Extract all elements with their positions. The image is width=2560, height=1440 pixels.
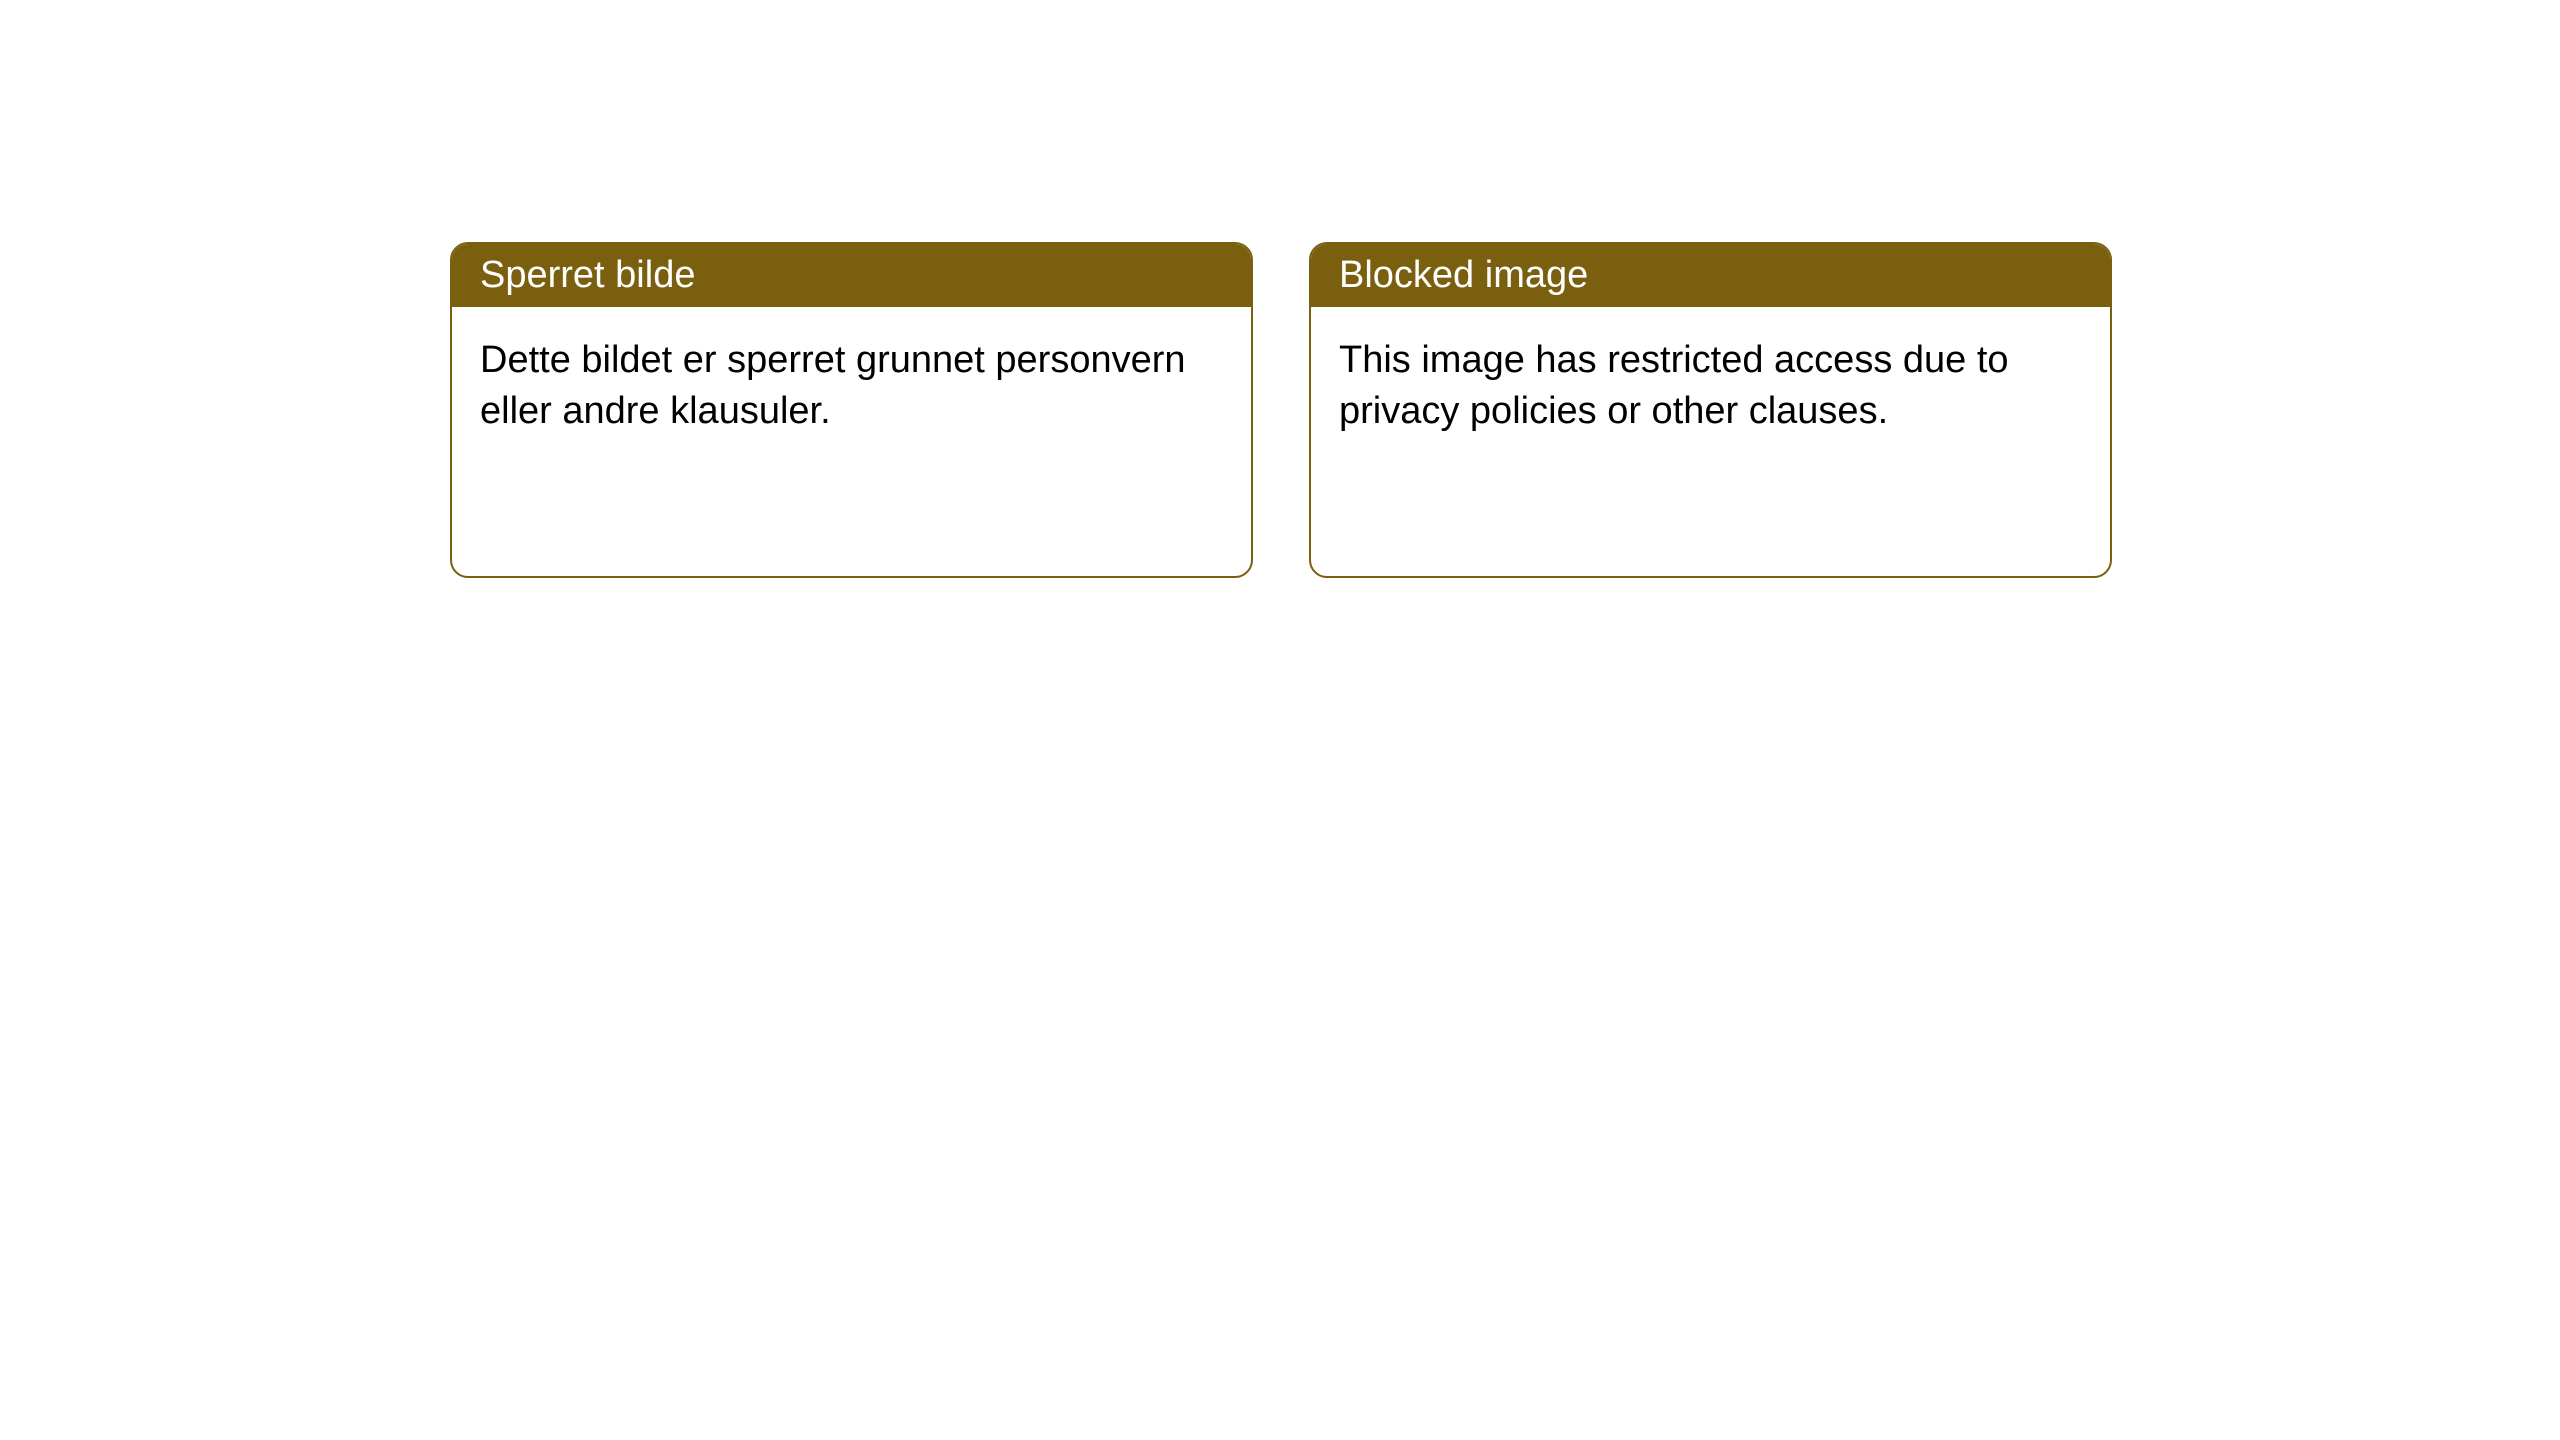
notice-text: This image has restricted access due to … xyxy=(1339,339,2009,432)
notice-header: Blocked image xyxy=(1311,244,2110,307)
notice-card-norwegian: Sperret bilde Dette bildet er sperret gr… xyxy=(450,242,1253,578)
notice-text: Dette bildet er sperret grunnet personve… xyxy=(480,339,1186,432)
notice-container: Sperret bilde Dette bildet er sperret gr… xyxy=(450,242,2112,578)
notice-header: Sperret bilde xyxy=(452,244,1251,307)
notice-card-english: Blocked image This image has restricted … xyxy=(1309,242,2112,578)
notice-title: Blocked image xyxy=(1339,254,1588,296)
notice-body: This image has restricted access due to … xyxy=(1311,307,2110,466)
notice-body: Dette bildet er sperret grunnet personve… xyxy=(452,307,1251,466)
notice-title: Sperret bilde xyxy=(480,254,695,296)
